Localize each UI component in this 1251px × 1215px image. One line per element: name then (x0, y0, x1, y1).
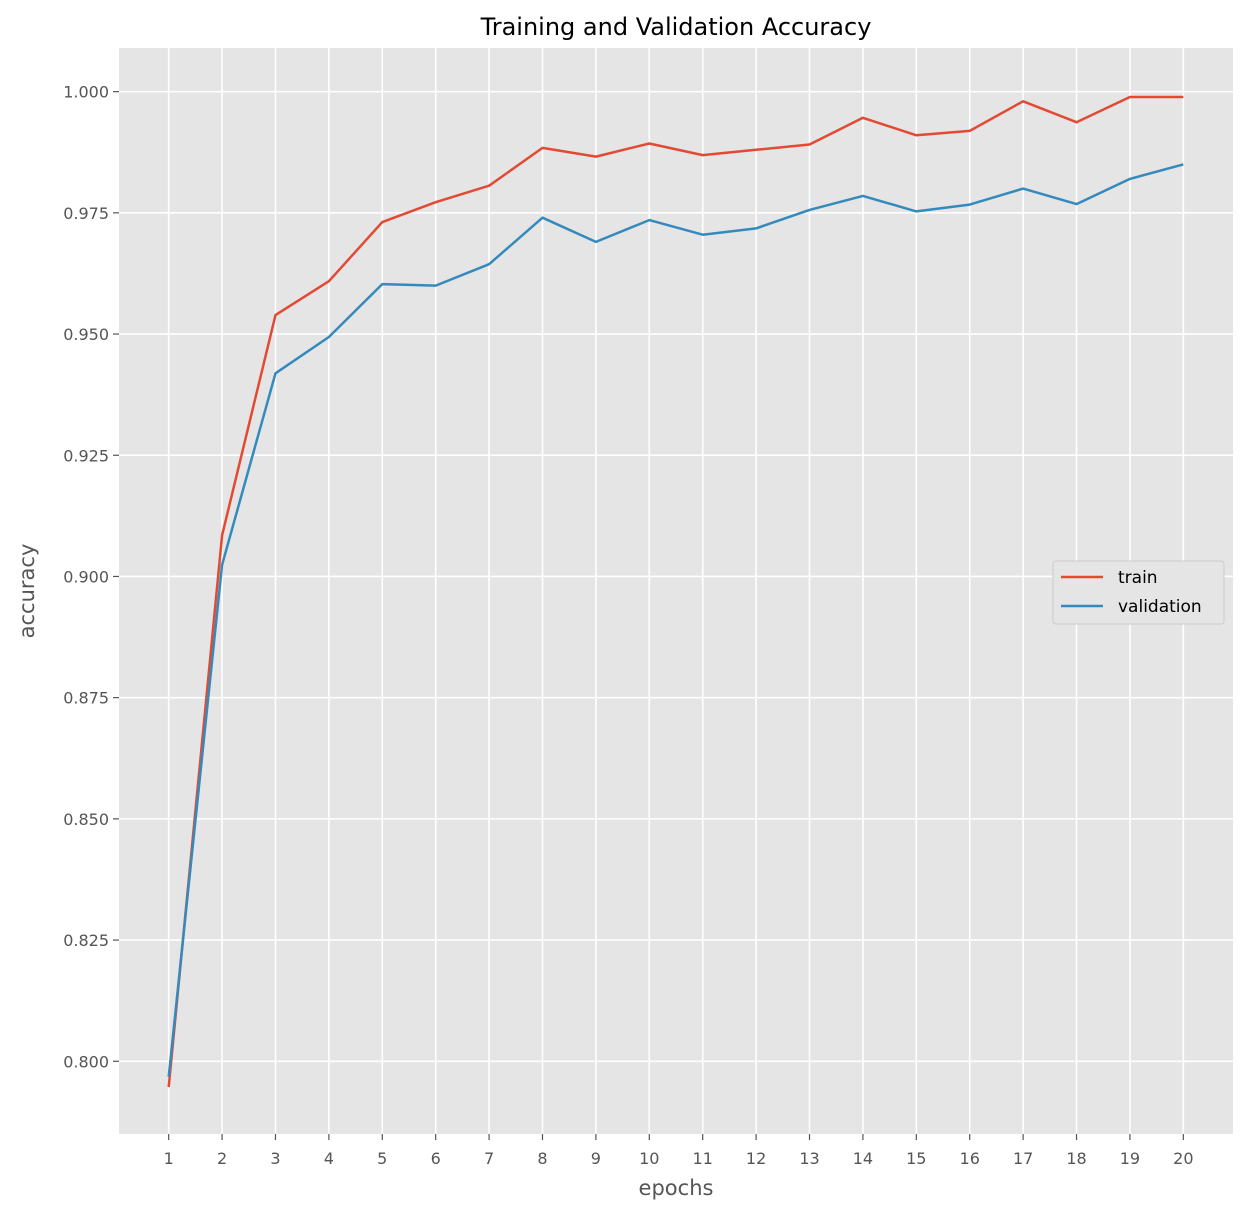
y-tick-label: 0.975 (63, 204, 109, 223)
x-tick-label: 8 (537, 1149, 547, 1168)
x-tick-label: 6 (431, 1149, 441, 1168)
series-line-train (167, 95, 1184, 1088)
chart-title: Training and Validation Accuracy (480, 13, 872, 41)
x-tick-label: 19 (1120, 1149, 1140, 1168)
x-tick-label: 14 (853, 1149, 873, 1168)
x-axis-ticks: 1 2 3 4 5 6 7 8 9 10 11 12 13 14 15 16 17 18 19 20 (164, 1134, 1194, 1168)
legend: train validation (1052, 560, 1225, 625)
x-tick-label: 10 (639, 1149, 659, 1168)
x-tick-label: 4 (324, 1149, 334, 1168)
x-tick-label: 2 (217, 1149, 227, 1168)
x-tick-label: 7 (484, 1149, 494, 1168)
x-tick-label: 18 (1066, 1149, 1086, 1168)
gridlines (119, 48, 1233, 1134)
x-tick-label: 17 (1013, 1149, 1033, 1168)
y-tick-label: 0.800 (63, 1052, 109, 1071)
x-tick-label: 16 (960, 1149, 980, 1168)
y-tick-label: 0.950 (63, 325, 109, 344)
plot-area (119, 48, 1233, 1134)
x-tick-label: 1 (164, 1149, 174, 1168)
series-lines (167, 95, 1184, 1088)
legend-label-train: train (1118, 568, 1158, 588)
y-tick-label: 0.850 (63, 810, 109, 829)
x-tick-label: 20 (1173, 1149, 1193, 1168)
x-tick-label: 9 (591, 1149, 601, 1168)
x-axis-label: epochs (639, 1176, 714, 1200)
y-tick-label: 0.825 (63, 931, 109, 950)
x-tick-label: 3 (270, 1149, 280, 1168)
y-tick-label: 0.925 (63, 446, 109, 465)
x-tick-label: 12 (746, 1149, 766, 1168)
series-line-validation (167, 163, 1184, 1077)
y-tick-label: 0.875 (63, 689, 109, 708)
y-tick-label: 1.000 (63, 83, 109, 102)
legend-label-validation: validation (1118, 597, 1202, 617)
y-axis-ticks: 0.800 0.825 0.850 0.875 0.900 0.925 0.950 0.975… (63, 83, 119, 1071)
y-tick-label: 0.900 (63, 567, 109, 586)
x-tick-label: 15 (906, 1149, 926, 1168)
x-tick-label: 11 (693, 1149, 713, 1168)
x-tick-label: 5 (377, 1149, 387, 1168)
y-axis-label: accuracy (15, 544, 39, 639)
x-tick-label: 13 (799, 1149, 819, 1168)
